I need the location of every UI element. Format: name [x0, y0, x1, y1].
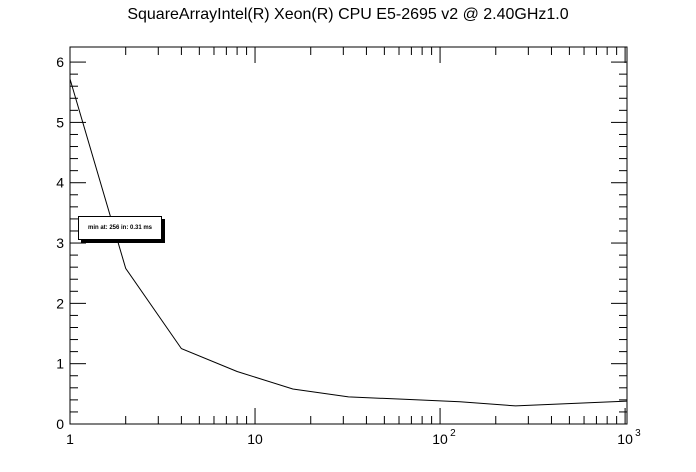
y-tick-label: 2 [56, 295, 64, 311]
y-tick-label: 0 [56, 416, 64, 432]
y-axis: 0 1 2 3 4 5 6 [56, 54, 627, 432]
y-tick-label: 1 [56, 356, 64, 372]
plot-frame [69, 46, 628, 425]
x-tick-label: 1 [66, 431, 74, 447]
series-layer [69, 78, 628, 407]
x-tick-exponent: 3 [635, 428, 641, 439]
x-tick-label: 10 [247, 431, 263, 447]
min-annotation-box: min at: 256 in: 0.31 ms [78, 216, 162, 240]
x-tick-label: 10 [617, 431, 633, 447]
x-tick-label: 10 [432, 431, 448, 447]
x-axis: 1 10 10 2 10 3 [66, 47, 641, 447]
x-tick-exponent: 2 [450, 428, 456, 439]
y-tick-label: 6 [56, 54, 64, 70]
y-tick-label: 3 [56, 235, 64, 251]
y-tick-label: 5 [56, 114, 64, 130]
series-line [69, 78, 628, 407]
chart-title: SquareArrayIntel(R) Xeon(R) CPU E5-2695 … [127, 6, 569, 23]
y-tick-label: 4 [56, 175, 64, 191]
